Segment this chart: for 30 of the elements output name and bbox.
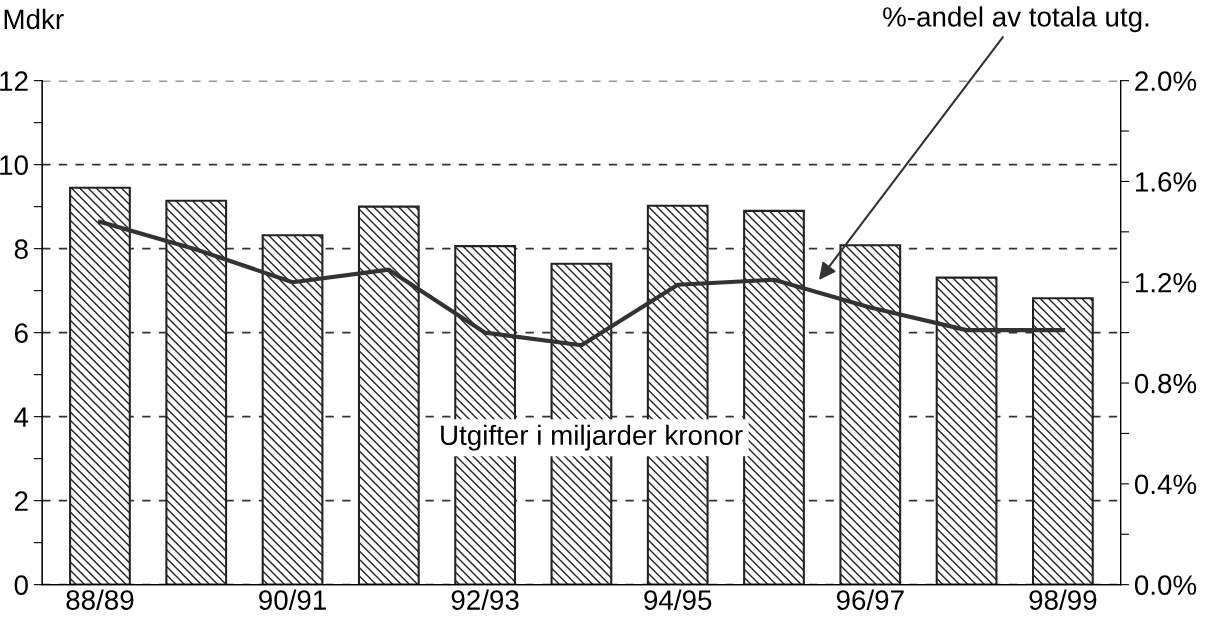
y2-tick-label: 1.6% — [1135, 172, 1197, 192]
y-tick-label: 12 — [0, 71, 28, 91]
bar — [935, 276, 998, 585]
x-tick-label: 96/97 — [836, 589, 904, 610]
bar — [357, 205, 420, 585]
y2-tick-label: 0.0% — [1134, 575, 1197, 595]
x-tick-label: 94/95 — [644, 589, 712, 610]
y-tick-label: 0 — [14, 575, 28, 595]
text: %-andel av totala utg. — [883, 6, 1149, 33]
y-tick-label: 6 — [14, 323, 28, 343]
y2-tick-label: 0.8% — [1134, 373, 1197, 394]
x-tick-label: 92/93 — [451, 589, 519, 610]
y-axis-title: Mdkr — [4, 8, 64, 30]
x-tick-label: 88/89 — [66, 589, 134, 610]
x-tick-label: 98/99 — [1029, 589, 1097, 610]
bar — [261, 234, 324, 585]
bar — [165, 199, 228, 585]
y-tick-label: 4 — [14, 407, 29, 427]
y2-tick-label: 0.4% — [1134, 474, 1197, 495]
x-tick-label: 90/91 — [259, 589, 326, 610]
bar — [1031, 297, 1094, 585]
y2-tick-label: 2.0% — [1135, 71, 1197, 91]
y-tick-label: 2 — [14, 491, 28, 511]
bar — [69, 186, 131, 585]
bar — [839, 244, 902, 585]
y2-tick-label: 1.2% — [1135, 272, 1197, 293]
annotation: Utgifter i miljarder kronor — [441, 424, 743, 451]
y-tick-label: 8 — [14, 239, 28, 259]
bar — [743, 209, 805, 585]
y-tick-label: 10 — [0, 155, 28, 175]
